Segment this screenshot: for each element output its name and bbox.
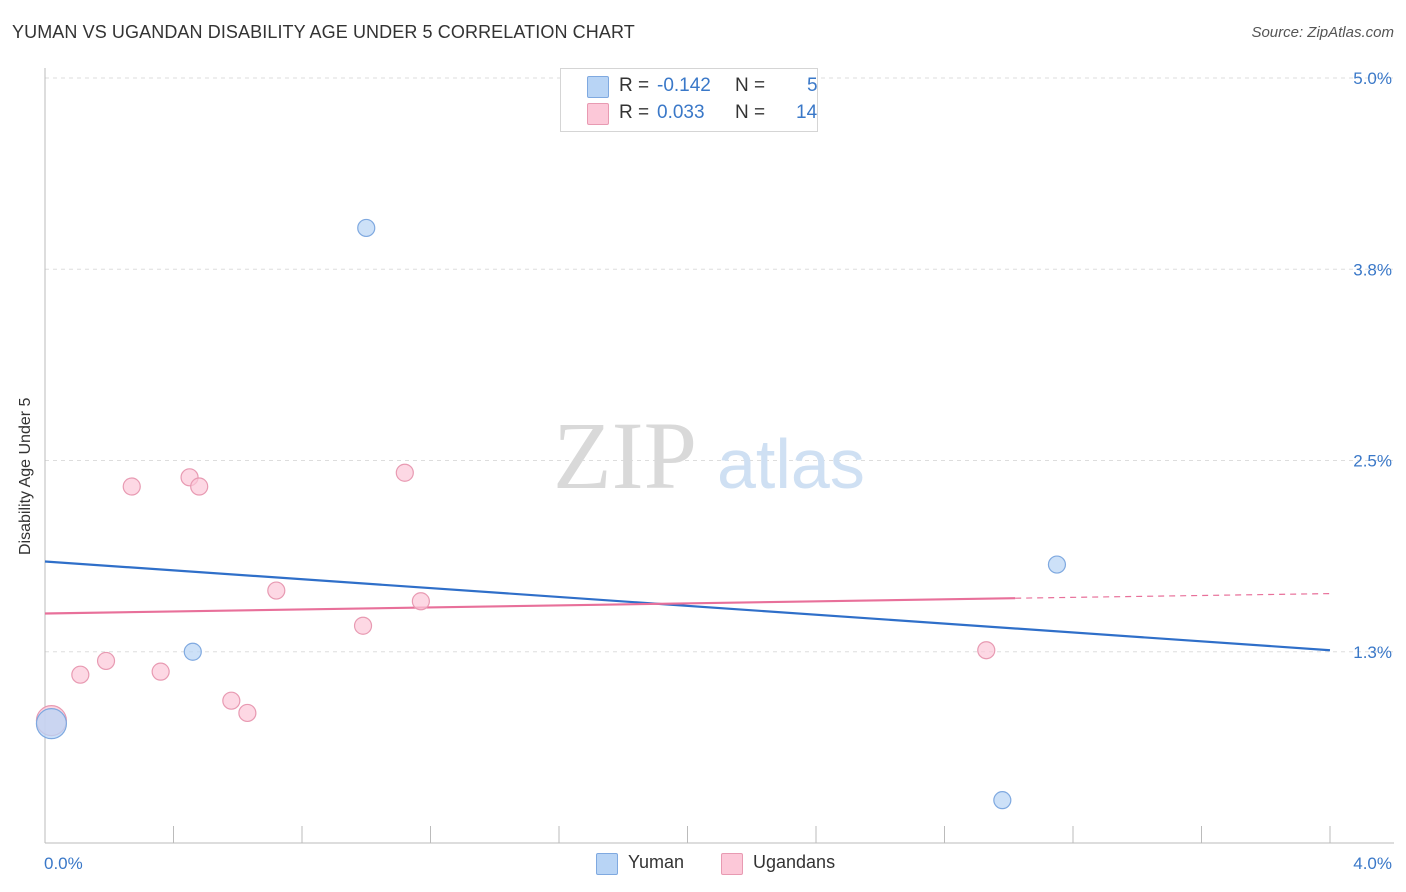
y-axis-label: Disability Age Under 5 — [17, 397, 34, 555]
bottom-legend-label-yuman: Yuman — [628, 852, 685, 872]
trend-line-ugandans — [44, 597, 1016, 615]
legend-r-label: R = — [619, 102, 650, 123]
point-ugandans — [222, 691, 241, 710]
legend-r-label: R = — [619, 75, 650, 96]
gridlines — [45, 77, 1394, 653]
source-credit: Source: ZipAtlas.com — [1251, 24, 1394, 41]
point-yuman — [357, 218, 376, 238]
watermark-zip: ZIP — [553, 402, 697, 509]
point-ugandans — [122, 477, 141, 496]
legend-n-value: 5 — [807, 75, 818, 96]
watermark-atlas: atlas — [717, 425, 865, 503]
point-yuman — [1047, 555, 1067, 574]
point-yuman — [183, 642, 202, 661]
trend-line-yuman — [44, 560, 1331, 652]
point-yuman — [35, 708, 68, 740]
y-tick-label: 2.5% — [1353, 452, 1392, 471]
legend-swatch-yuman — [587, 76, 609, 98]
legend-swatch-ugandans — [587, 103, 609, 125]
point-ugandans — [190, 477, 209, 496]
point-ugandans — [353, 616, 373, 635]
legend-r-value: -0.142 — [657, 75, 711, 96]
y-tick-label: 3.8% — [1353, 260, 1392, 279]
point-ugandans — [411, 592, 430, 611]
legend-n-value: 14 — [796, 102, 818, 123]
y-tick-label: 5.0% — [1353, 69, 1392, 88]
point-ugandans — [71, 665, 90, 684]
correlation-legend: R = -0.142 N = 5 R = 0.033 N = 14 — [560, 68, 818, 132]
y-tick-labels: 1.3% 2.5% 3.8% 5.0% — [1353, 69, 1392, 662]
point-yuman — [993, 791, 1012, 810]
point-ugandans — [238, 703, 257, 723]
point-ugandans — [267, 581, 286, 600]
chart-title: YUMAN VS UGANDAN DISABILITY AGE UNDER 5 … — [12, 22, 635, 42]
data-points — [35, 218, 1067, 810]
y-tick-label: 1.3% — [1353, 643, 1392, 662]
x-tick-label: 4.0% — [1353, 854, 1392, 873]
trend-lines — [44, 560, 1331, 652]
legend-n-label: N = — [735, 102, 766, 123]
watermark: ZIP atlas — [553, 402, 865, 509]
bottom-legend-swatch-ugandans — [721, 853, 743, 875]
point-ugandans — [151, 662, 170, 681]
trend-line-extension-ugandans — [1015, 593, 1331, 599]
x-tick-label: 0.0% — [44, 854, 83, 873]
point-ugandans — [96, 651, 116, 671]
bottom-legend-swatch-yuman — [596, 853, 618, 875]
point-ugandans — [977, 641, 996, 660]
point-ugandans — [395, 463, 414, 482]
legend-r-value: 0.033 — [657, 102, 705, 123]
legend-n-label: N = — [735, 75, 766, 96]
x-tick-labels: 0.0% 4.0% — [44, 854, 1392, 873]
bottom-legend-label-ugandans: Ugandans — [753, 852, 836, 872]
